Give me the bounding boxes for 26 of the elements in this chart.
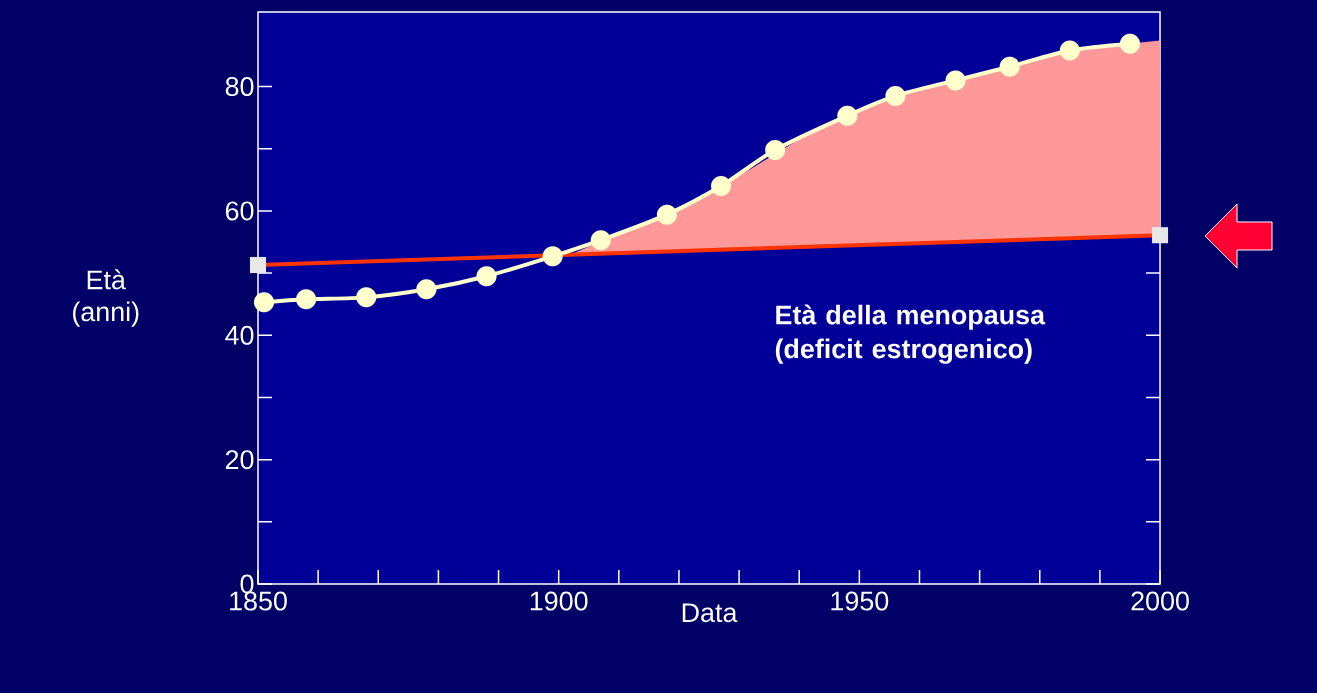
y-tick-label: 20: [225, 450, 254, 470]
point: [296, 289, 317, 310]
point: [710, 176, 732, 197]
point: [837, 105, 858, 126]
point: [476, 266, 497, 287]
point: [656, 204, 677, 225]
point: [356, 287, 377, 308]
x-tick-label: 1900: [530, 591, 588, 611]
point: [1119, 33, 1141, 54]
point: [590, 230, 611, 251]
x-axis-title: Data: [682, 603, 738, 623]
y-tick-label: 80: [225, 77, 254, 97]
point: [253, 292, 275, 313]
point: [416, 279, 437, 300]
point: [945, 70, 966, 91]
annotation: Età della menopausa (deficit estrogenico): [775, 304, 1046, 364]
y-axis-title: Età (anni): [73, 269, 139, 327]
point: [765, 139, 786, 161]
point: [1059, 40, 1080, 61]
x-tick-label: 1950: [831, 591, 889, 611]
y-tick-label: 40: [225, 325, 254, 345]
point: [885, 85, 906, 106]
y-tick-label: 60: [225, 201, 254, 221]
point: [542, 246, 563, 267]
x-tick-label: 2000: [1131, 591, 1189, 611]
point: [999, 56, 1020, 77]
